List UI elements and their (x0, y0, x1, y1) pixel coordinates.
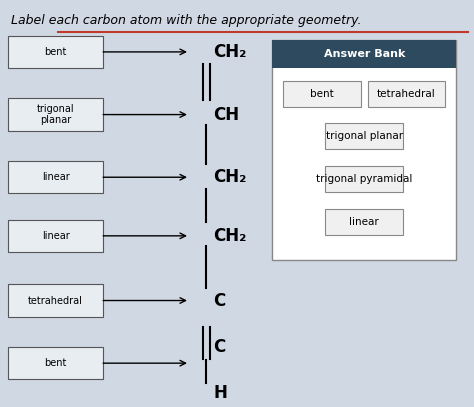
Text: tetrahedral: tetrahedral (377, 89, 436, 98)
Text: linear: linear (349, 217, 379, 227)
Text: C: C (213, 338, 226, 356)
FancyBboxPatch shape (9, 347, 103, 379)
FancyBboxPatch shape (9, 284, 103, 317)
FancyBboxPatch shape (9, 220, 103, 252)
Text: trigonal
planar: trigonal planar (37, 104, 74, 125)
Text: CH₂: CH₂ (213, 43, 247, 61)
Text: Answer Bank: Answer Bank (324, 49, 405, 59)
Text: CH₂: CH₂ (213, 227, 247, 245)
FancyBboxPatch shape (325, 166, 403, 192)
Text: Label each carbon atom with the appropriate geometry.: Label each carbon atom with the appropri… (11, 13, 361, 26)
FancyBboxPatch shape (325, 123, 403, 149)
Text: linear: linear (42, 172, 70, 182)
FancyBboxPatch shape (9, 161, 103, 193)
FancyBboxPatch shape (273, 40, 456, 68)
Text: bent: bent (310, 89, 334, 98)
Text: trigonal pyramidal: trigonal pyramidal (316, 174, 412, 184)
Text: trigonal planar: trigonal planar (326, 131, 403, 141)
Text: CH: CH (213, 105, 239, 124)
Text: H: H (213, 385, 228, 403)
FancyBboxPatch shape (9, 98, 103, 131)
Text: linear: linear (42, 231, 70, 241)
FancyBboxPatch shape (368, 81, 446, 107)
Text: C: C (213, 291, 226, 309)
Text: tetrahedral: tetrahedral (28, 295, 83, 306)
Text: CH₂: CH₂ (213, 168, 247, 186)
Text: bent: bent (45, 47, 67, 57)
FancyBboxPatch shape (283, 81, 361, 107)
FancyBboxPatch shape (273, 40, 456, 260)
FancyBboxPatch shape (325, 208, 403, 235)
FancyBboxPatch shape (9, 36, 103, 68)
Text: bent: bent (45, 358, 67, 368)
